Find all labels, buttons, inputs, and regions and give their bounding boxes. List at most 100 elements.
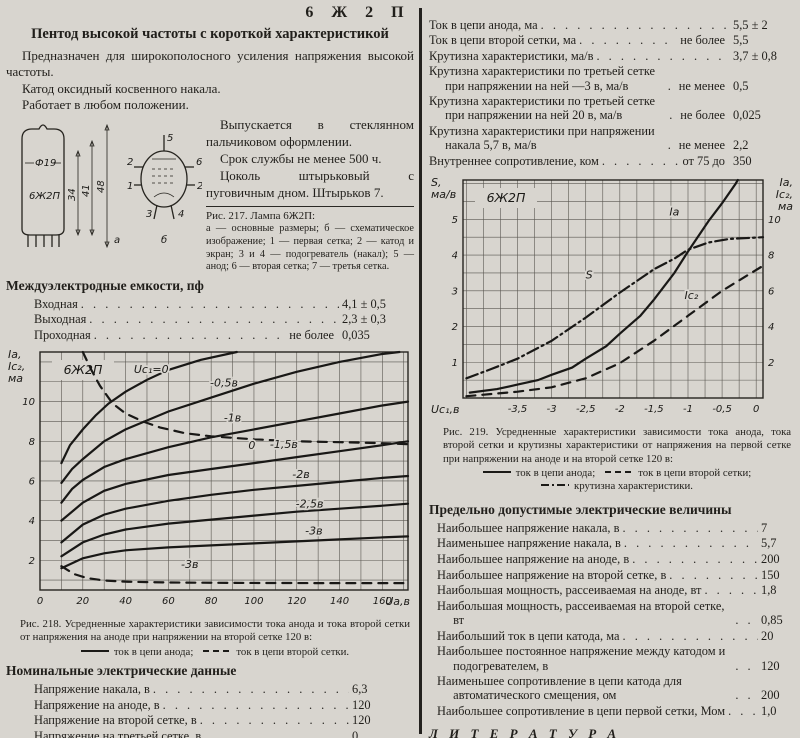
dot-leader: . . . . . . . . . . . . . . . . . . . . …: [204, 729, 349, 738]
row-value: 6,3: [352, 682, 368, 697]
capacitance-row: Проходная . . . . . . . . . . . . . . . …: [34, 328, 414, 342]
row-label: Проходная: [34, 327, 91, 342]
row-value: 0,5: [733, 78, 749, 93]
spec-row: Крутизна характеристики по третьей сетке…: [429, 64, 795, 92]
row-label: Выходная: [34, 312, 87, 327]
intro-text-3: Работает в любом положении.: [22, 96, 189, 112]
svg-text:40: 40: [119, 596, 132, 607]
tube-drawing: Ф19 6Ж2П 34 41 48 а 5 2 1 6: [21, 123, 202, 249]
nominal-heading: Номинальные электрические данные: [6, 663, 237, 679]
row-value: 20: [761, 628, 774, 643]
svg-text:0: 0: [37, 596, 43, 607]
capacitance-row: Входная . . . . . . . . . . . . . . . . …: [34, 297, 414, 311]
svg-text:10: 10: [768, 215, 781, 226]
row-label: Наименьшее напряжение накала, в: [437, 536, 621, 551]
package-note-2: Срок службы не менее 500 ч.: [220, 150, 382, 166]
row-label: Наибольшее постоянное напряжение между к…: [437, 644, 726, 673]
fig217-caption-text: а — основные размеры; б — схематическое …: [206, 223, 414, 273]
svg-text:20: 20: [76, 596, 89, 607]
row-value: 3,7 ± 0,8: [733, 48, 777, 63]
intro-paragraph-2: Катод оксидный косвенного накала.: [6, 81, 414, 97]
row-value: 4,1 ± 0,5: [342, 296, 386, 311]
row-value: 150: [761, 567, 780, 582]
tube-title: 6 Ж 2 П: [305, 4, 411, 21]
row-qualifier: не менее: [678, 78, 725, 93]
spec-row: Внутреннее сопротивление, ком . . . . . …: [429, 154, 795, 168]
svg-text:6Ж2П: 6Ж2П: [64, 362, 103, 377]
row-value: 7: [761, 520, 768, 535]
package-notes: Выпускается в стеклянном пальчиковом офо…: [206, 117, 414, 201]
fig218-legend: ток в цепи анода; ток в цепи второй сетки…: [20, 646, 410, 659]
pin-1: 1: [127, 181, 133, 192]
row-label: Внутреннее сопротивление, ком: [429, 153, 599, 168]
svg-text:2: 2: [29, 556, 35, 567]
row-value: 200: [761, 552, 780, 567]
legend-text: ток в цепи второй сетки.: [236, 645, 350, 658]
legend-text: ток в цепи анода;: [515, 467, 596, 480]
spec-row: Ток в цепи второй сетки, ма . . . . . . …: [429, 33, 795, 47]
row-label: Крутизна характеристики по третьей сетке…: [429, 64, 656, 93]
svg-text:-2в: -2в: [292, 468, 309, 481]
row-value: 1,0: [761, 703, 777, 718]
svg-text:Iс₂: Iс₂: [685, 289, 699, 302]
svg-text:Uа,в: Uа,в: [385, 595, 410, 608]
svg-text:Iа,: Iа,: [780, 176, 793, 189]
legend-line-swatch: [541, 484, 569, 487]
dot-leader: . . . . . . . . . . . . . . . . . . . . …: [735, 613, 758, 628]
capacitance-row: Выходная . . . . . . . . . . . . . . . .…: [34, 312, 414, 326]
dot-leader: . . . . . . . . . . . . . . . . . . . . …: [622, 520, 758, 535]
nominal-row: Напряжение на второй сетке, в . . . . . …: [34, 713, 414, 727]
fig219-chart: -3,5 -3 -2,5 -2 -1,5 -1 -0,5 0 1 2 3 4 5 2 4 6 8 10 Uс₁,в S…: [431, 176, 793, 416]
dot-leader: . . . . . . . . . . . . . . . . . . . . …: [667, 138, 676, 153]
svg-text:3: 3: [452, 286, 458, 297]
legend-item: ток в цепи второй сетки.: [203, 646, 349, 658]
fig219-caption: Рис. 219. Усредненные характеристики зав…: [443, 426, 791, 494]
svg-text:2: 2: [768, 358, 774, 369]
svg-text:6: 6: [29, 476, 35, 487]
limit-row: Наибольшая мощность, рассеиваемая на ано…: [437, 583, 795, 597]
figure-217: Ф19 6Ж2П 34 41 48 а 5 2 1 6: [6, 117, 414, 274]
pin-2-right: 2: [197, 181, 202, 192]
package-note-1: Выпускается в стеклянном пальчиковом офо…: [206, 117, 414, 149]
spec-row: Крутизна характеристики, ма/в . . . . . …: [429, 49, 795, 63]
diameter-label: Ф19: [35, 158, 56, 169]
dot-leader: . . . . . . . . . . . . . . . . . . . . …: [667, 78, 676, 93]
fig218-caption: Рис. 218. Усредненные характеристики зав…: [20, 618, 410, 659]
row-label: Напряжение на третьей сетке, в: [34, 729, 202, 738]
main-heading: Пентод высокой частоты с короткой характ…: [31, 26, 389, 42]
pin-5: 5: [167, 133, 173, 144]
row-qualifier: не более: [289, 327, 334, 342]
spec-row: Крутизна характеристики при напряжении н…: [429, 124, 795, 152]
svg-text:-3: -3: [547, 404, 557, 415]
row-label: Наибольшее напряжение на аноде, в: [437, 552, 630, 567]
svg-text:S: S: [586, 268, 593, 281]
dot-leader: . . . . . . . . . . . . . . . . . . . . …: [669, 108, 677, 123]
row-label: Ток в цепи анода, ма: [429, 17, 538, 32]
dot-leader: . . . . . . . . . . . . . . . . . . . . …: [596, 48, 730, 63]
row-label: Наибольший ток в цепи катода, ма: [437, 628, 620, 643]
svg-text:4: 4: [29, 516, 35, 527]
svg-text:-0,5: -0,5: [712, 404, 732, 415]
svg-text:Iс₂,: Iс₂,: [8, 360, 25, 373]
dot-leader: . . . . . . . . . . . . . . . . . . . . …: [162, 697, 349, 712]
pin-6: 6: [196, 157, 202, 168]
left-column: Пентод высокой частоты с короткой характ…: [6, 24, 414, 738]
intro-paragraph-1: Предназначен для широкополосного усилени…: [6, 48, 414, 81]
fig218-caption-title: Рис. 218.: [20, 618, 62, 631]
svg-text:0: 0: [753, 404, 759, 415]
package-note-3: Цоколь штырьковый с пуговичным дном. Шты…: [206, 167, 414, 200]
dot-leader: . . . . . . . . . . . . . . . . . . . . …: [579, 33, 677, 48]
row-value: 120: [352, 713, 371, 728]
dim-48: 48: [96, 180, 107, 193]
row-label: Крутизна характеристики по третьей сетке…: [429, 94, 656, 123]
dot-leader: . . . . . . . . . . . . . . . . . . . . …: [540, 17, 730, 32]
row-label: Наибольшая мощность, рассеиваемая на вто…: [437, 598, 725, 628]
row-label: Крутизна характеристики при напряжении н…: [429, 123, 655, 153]
dot-leader: . . . . . . . . . . . . . . . . . . . . …: [704, 583, 758, 598]
legend-item: ток в цепи анода;: [80, 646, 193, 658]
row-qualifier: не более: [680, 108, 725, 123]
row-value: 120: [761, 658, 780, 673]
svg-text:-3,5: -3,5: [508, 404, 528, 415]
literature-heading: Л И Т Е Р А Т У Р А: [429, 726, 621, 738]
